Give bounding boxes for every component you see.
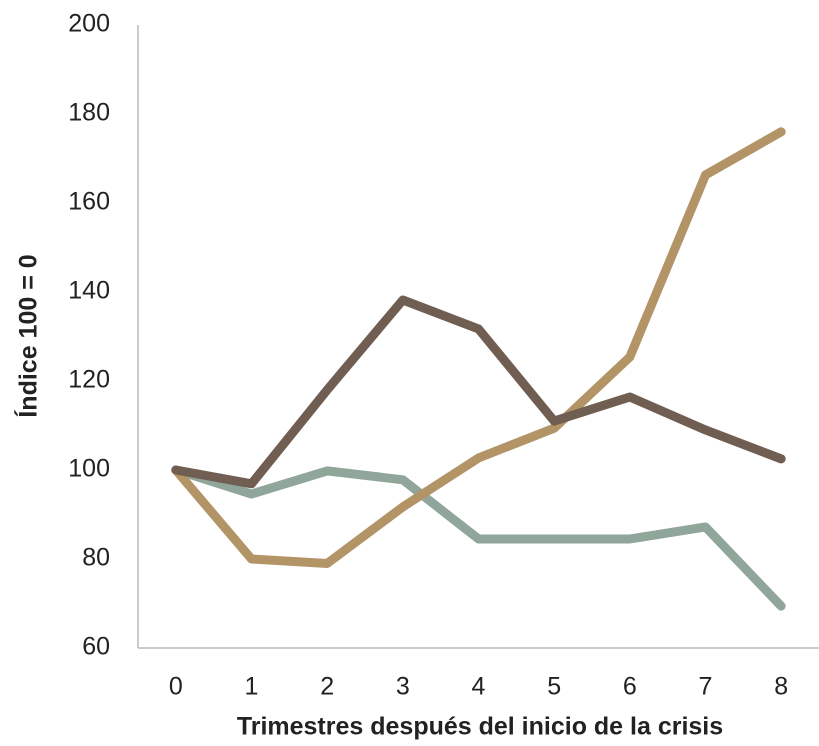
x-tick-label: 8 <box>774 673 788 701</box>
y-tick-label: 180 <box>68 99 110 127</box>
x-tick-label: 0 <box>169 673 183 701</box>
x-axis-label: Trimestres después del inicio de la cris… <box>237 713 723 741</box>
y-tick-label: 160 <box>68 188 110 216</box>
y-tick-label: 140 <box>68 277 110 305</box>
y-tick-label: 120 <box>68 366 110 394</box>
x-tick-label: 6 <box>623 673 637 701</box>
y-tick-label: 200 <box>68 10 110 38</box>
series-line <box>171 295 786 489</box>
x-tick-label: 7 <box>699 673 713 701</box>
y-axis-label: Índice 100 = 0 <box>14 254 43 417</box>
series-line <box>171 465 786 611</box>
x-tick-label: 2 <box>320 673 334 701</box>
x-tick-label: 5 <box>547 673 561 701</box>
y-tick-label: 60 <box>82 633 110 661</box>
y-tick-label: 100 <box>68 455 110 483</box>
x-tick-label: 3 <box>396 673 410 701</box>
series-line <box>171 127 786 568</box>
x-tick-label: 4 <box>472 673 486 701</box>
x-tick-label: 1 <box>245 673 259 701</box>
y-tick-label: 80 <box>82 544 110 572</box>
